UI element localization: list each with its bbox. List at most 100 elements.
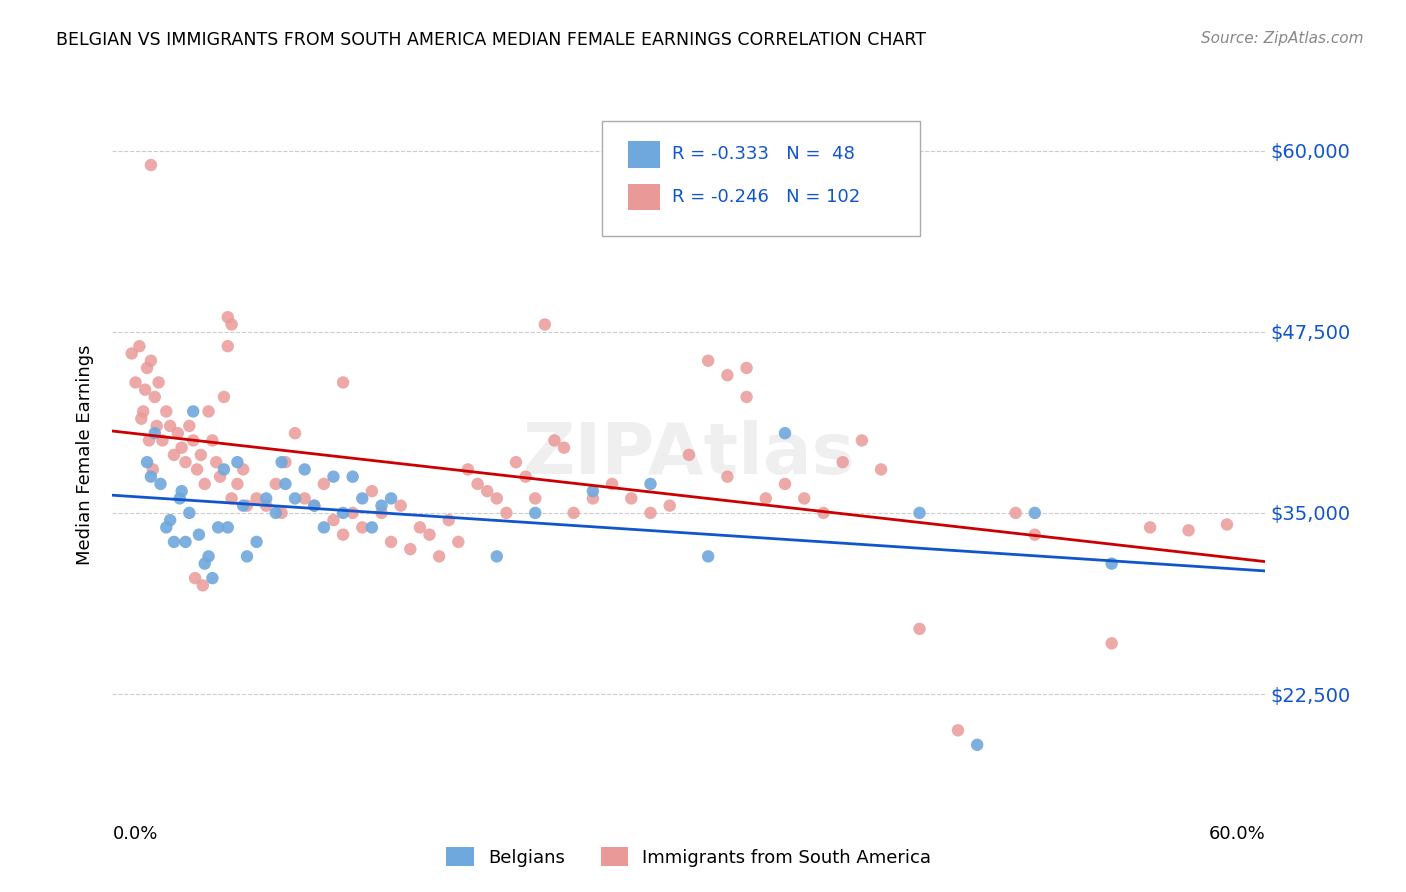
Point: [197, 404, 219, 418]
Point: [217, 310, 239, 325]
Point: [582, 484, 605, 499]
Point: [735, 361, 758, 376]
Point: [457, 462, 479, 476]
Point: [163, 535, 186, 549]
Point: [640, 506, 662, 520]
Point: [226, 455, 249, 469]
Point: [245, 491, 267, 506]
Point: [582, 491, 605, 506]
Point: [170, 441, 193, 455]
Text: BELGIAN VS IMMIGRANTS FROM SOUTH AMERICA MEDIAN FEMALE EARNINGS CORRELATION CHAR: BELGIAN VS IMMIGRANTS FROM SOUTH AMERICA…: [56, 31, 927, 49]
Point: [851, 434, 873, 448]
Point: [773, 477, 796, 491]
Point: [149, 477, 172, 491]
Point: [304, 499, 326, 513]
Point: [121, 346, 143, 360]
Point: [205, 455, 228, 469]
Point: [1101, 636, 1123, 650]
Point: [155, 404, 177, 418]
Point: [946, 723, 969, 738]
Point: [831, 455, 853, 469]
Point: [190, 448, 212, 462]
Point: [1177, 523, 1199, 537]
Point: [533, 318, 555, 332]
Point: [332, 506, 354, 520]
Point: [342, 469, 364, 483]
Point: [716, 469, 738, 483]
Point: [658, 499, 681, 513]
Point: [419, 527, 441, 541]
Point: [427, 549, 450, 564]
Point: [197, 549, 219, 564]
Point: [475, 484, 498, 499]
Point: [389, 499, 412, 513]
Point: [201, 434, 224, 448]
Point: [136, 361, 159, 376]
Point: [322, 469, 344, 483]
Point: [270, 455, 292, 469]
Point: [217, 339, 239, 353]
Point: [194, 477, 217, 491]
Point: [678, 448, 700, 462]
Point: [485, 549, 508, 564]
Point: [264, 477, 287, 491]
Point: [236, 499, 259, 513]
Point: [352, 520, 374, 534]
Point: [380, 535, 402, 549]
Point: [191, 578, 214, 592]
Point: [1101, 557, 1123, 571]
Text: ZIPAtlas: ZIPAtlas: [523, 420, 855, 490]
FancyBboxPatch shape: [628, 184, 661, 210]
Point: [966, 738, 988, 752]
Point: [139, 469, 162, 483]
Point: [332, 376, 354, 390]
Point: [352, 491, 374, 506]
Point: [312, 477, 335, 491]
Point: [284, 491, 307, 506]
Point: [1004, 506, 1026, 520]
Point: [437, 513, 460, 527]
Point: [360, 484, 382, 499]
Point: [399, 542, 422, 557]
Point: [294, 462, 316, 476]
Point: [697, 353, 720, 368]
Point: [264, 506, 287, 520]
Point: [186, 462, 208, 476]
Point: [136, 455, 159, 469]
Point: [212, 390, 235, 404]
Point: [201, 571, 224, 585]
Point: [209, 469, 232, 483]
Point: [184, 571, 207, 585]
Point: [524, 506, 547, 520]
Point: [322, 513, 344, 527]
Point: [600, 477, 623, 491]
Point: [495, 506, 517, 520]
Point: [232, 462, 254, 476]
Point: [697, 549, 720, 564]
Point: [221, 318, 243, 332]
Point: [138, 434, 160, 448]
Point: [447, 535, 470, 549]
Point: [870, 462, 893, 476]
Point: [485, 491, 508, 506]
Point: [562, 506, 585, 520]
Point: [159, 513, 181, 527]
Point: [124, 376, 146, 390]
Point: [163, 448, 186, 462]
Point: [232, 499, 254, 513]
Text: 60.0%: 60.0%: [1209, 825, 1265, 843]
Point: [380, 491, 402, 506]
Point: [409, 520, 432, 534]
Point: [155, 520, 177, 534]
Point: [169, 491, 191, 506]
Point: [245, 535, 267, 549]
Point: [194, 557, 217, 571]
Point: [207, 520, 229, 534]
Point: [142, 462, 165, 476]
Point: [128, 339, 150, 353]
Point: [134, 383, 156, 397]
Point: [640, 477, 662, 491]
Point: [505, 455, 527, 469]
Point: [524, 491, 547, 506]
Point: [773, 426, 796, 441]
